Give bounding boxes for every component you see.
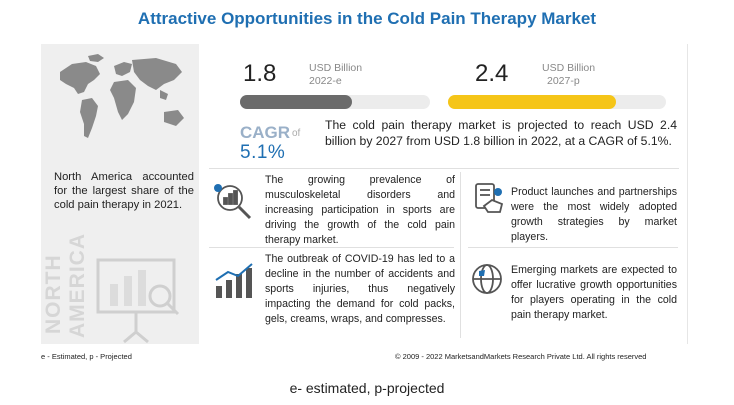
region-label-america: AMERICA [66,228,90,338]
value-2022: 1.8 [243,60,277,87]
growth-chart-icon [215,263,253,298]
handshake-icon [475,183,504,213]
bar-2022-track [240,95,430,109]
point-covid-impact: The outbreak of COVID-19 has led to a de… [265,253,455,325]
value-2027: 2.4 [475,60,509,87]
cagr-value: 5.1% [240,142,286,163]
globe-icon [472,264,502,294]
cagr-of: of [292,128,301,139]
divider-top [209,168,679,169]
right-panel [199,44,688,344]
divider-middle [460,172,461,338]
divider-right [468,247,678,248]
region-description: North America accounted for the largest … [54,171,194,211]
page-title: Attractive Opportunities in the Cold Pai… [137,9,597,28]
region-word-north: NORTH [42,254,65,334]
presentation-icon [96,258,180,344]
analysis-icon [214,184,252,220]
cagr-label: CAGR [240,123,291,142]
world-map-icon [60,54,184,138]
footer-legend: e - Estimated, p - Projected [41,352,132,361]
footer-copyright: © 2009 - 2022 MarketsandMarkets Research… [395,352,647,361]
year-2022: 2022-e [309,75,342,87]
image-caption: e- estimated, p-projected [289,380,445,396]
bar-2027-track [448,95,666,109]
market-summary: The cold pain therapy market is projecte… [325,118,677,148]
point-emerging-markets: Emerging markets are expected to offer l… [511,264,677,321]
divider-left [209,247,454,248]
bar-2027-fill [448,95,616,109]
region-word-america: AMERICA [66,233,89,338]
unit-2022: USD Billion [309,62,363,74]
point-strategies: Product launches and partnerships were t… [511,186,677,243]
point-growth-drivers: The growing prevalence of musculoskeleta… [265,174,455,246]
region-label-north: NORTH [42,234,66,334]
unit-2027: USD Billion [542,62,596,74]
year-2027: 2027-p [547,75,580,87]
bar-2022-fill [240,95,352,109]
